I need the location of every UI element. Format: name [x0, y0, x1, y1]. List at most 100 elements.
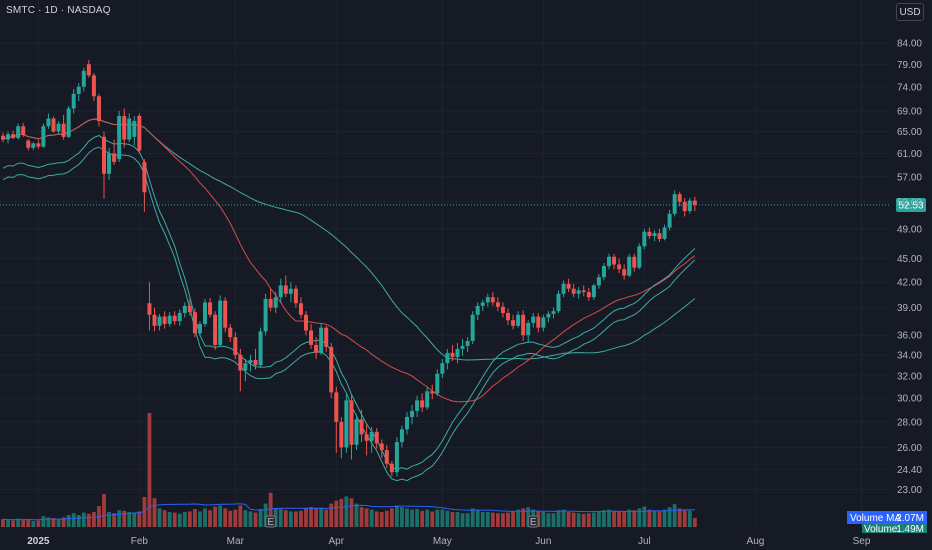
volume-bar	[81, 512, 86, 527]
volume-bar	[591, 512, 596, 527]
volume-bar	[460, 513, 465, 527]
volume-bar	[288, 511, 293, 527]
candle-body	[142, 161, 147, 193]
volume-bar	[480, 512, 485, 527]
candle-body	[480, 302, 485, 306]
volume-bar	[551, 513, 556, 527]
volume-bar	[167, 512, 172, 527]
candle-body	[41, 126, 46, 147]
volume-bar	[465, 513, 470, 527]
volume-bar	[359, 507, 364, 527]
candle-body	[637, 246, 642, 268]
candle-body	[581, 290, 586, 293]
volume-bar	[430, 511, 435, 527]
volume-bar	[672, 504, 677, 527]
candle-body	[223, 300, 228, 328]
candle-body	[233, 337, 238, 355]
price-tick-label: 32.00	[897, 371, 922, 382]
candle-body	[152, 314, 157, 326]
candle-body	[238, 354, 243, 371]
candle-body	[243, 363, 248, 371]
volume-bar	[223, 508, 228, 527]
last-price-label: 52.53	[898, 200, 923, 211]
price-axis: 84.00 79.00 74.00 69.00 65.00 61.00 57.00 53.00…	[897, 39, 922, 497]
volume-bar	[304, 508, 308, 527]
volume-bar	[566, 512, 571, 527]
volume-bar	[162, 510, 167, 527]
candle-body	[248, 360, 253, 364]
candle-body	[399, 429, 404, 443]
volume-bar	[470, 508, 475, 527]
time-axis: 2025 Feb Mar Apr May Jun Jul Aug Sep	[27, 536, 871, 547]
volume-bar	[395, 505, 399, 527]
candle-body	[96, 96, 101, 122]
candle-body	[218, 300, 223, 345]
candle-body	[182, 305, 187, 313]
volume-bar	[410, 509, 414, 527]
earnings-marker	[527, 515, 539, 528]
candle-body	[81, 70, 86, 87]
candle-body	[607, 256, 611, 267]
volume-bar	[692, 518, 697, 527]
price-tick-label: 23.00	[897, 485, 922, 496]
candle-body	[531, 316, 536, 323]
volume-bar	[132, 512, 137, 527]
time-tick-label: Feb	[131, 536, 149, 547]
volume-bar	[268, 492, 273, 527]
volume-bar	[294, 511, 298, 527]
volume-bar	[137, 511, 142, 527]
volume-bar	[556, 510, 561, 527]
candle-body	[314, 344, 319, 353]
volume-bar	[102, 494, 106, 527]
volume-ma-label: Volume MA	[850, 513, 901, 524]
price-tick-label: 26.00	[897, 443, 922, 454]
candle-body	[500, 306, 505, 313]
volume-bar	[511, 511, 515, 527]
volume-bar	[21, 519, 26, 527]
candle-body	[551, 311, 556, 314]
price-tick-label: 39.00	[897, 303, 922, 314]
candle-body	[167, 315, 172, 324]
volume-bar	[490, 512, 495, 527]
volume-bar	[344, 496, 349, 527]
volume-bar	[400, 507, 404, 527]
volume-bar	[283, 510, 288, 527]
candle-body	[546, 313, 551, 318]
price-tick-label: 53.00	[897, 197, 922, 208]
currency-button[interactable]: USD	[896, 3, 924, 21]
volume-bar	[501, 513, 505, 527]
volume-bar	[329, 503, 334, 527]
candle-body	[339, 421, 344, 448]
volume-bar	[76, 515, 81, 527]
candle-body	[26, 140, 31, 148]
candle-body	[415, 400, 420, 411]
candle-body	[11, 134, 16, 138]
candle-body	[122, 115, 127, 140]
candle-body	[107, 153, 112, 174]
candle-body	[21, 126, 26, 135]
candle-body	[56, 123, 61, 132]
price-tick-label: 65.00	[897, 127, 922, 138]
candle-body	[425, 391, 430, 408]
candle-body	[536, 316, 541, 328]
volume-bar	[92, 512, 96, 527]
volume-bar	[203, 508, 207, 527]
candle-body	[470, 314, 475, 342]
volume-bar	[647, 509, 652, 527]
volume-bar	[253, 512, 258, 527]
candle-body	[147, 303, 152, 315]
volume-bar	[243, 510, 248, 527]
candle-body	[354, 419, 359, 445]
candle-body	[127, 118, 132, 140]
volume-bar	[31, 521, 36, 527]
volume-bar	[627, 509, 632, 527]
volume-bar	[127, 512, 132, 527]
candle-body	[46, 118, 51, 127]
time-tick-label: Sep	[853, 536, 871, 547]
price-tick-label: 69.00	[897, 106, 922, 117]
volume-ma-badge	[847, 511, 927, 524]
volume-bar	[228, 510, 233, 527]
